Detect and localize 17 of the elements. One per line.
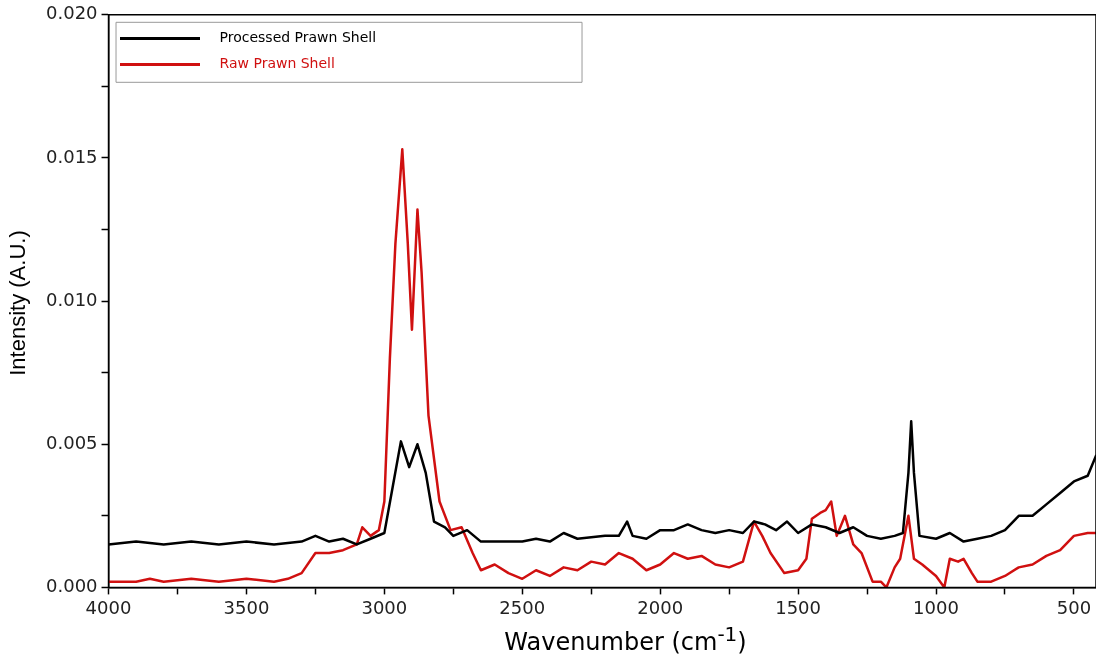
text: Raw Prawn Shell: [219, 55, 335, 72]
x-tick-label: 2500: [499, 596, 546, 618]
text: Processed Prawn Shell: [219, 29, 377, 46]
x-tick-label: 1500: [775, 596, 822, 618]
y-tick-label: 0.000: [46, 575, 98, 597]
x-tick-label: 2000: [637, 596, 684, 618]
y-tick-label: 0.005: [46, 431, 98, 453]
y-axis-title: Intensity (A.U.): [5, 229, 31, 378]
x-tick-label: 3500: [223, 596, 270, 618]
x-tick-label: 3000: [361, 596, 408, 618]
x-tick-label: 500: [1056, 596, 1092, 618]
y-tick-label: 0.015: [46, 145, 98, 167]
y-tick-label: 0.020: [46, 2, 98, 24]
x-axis-title: Wavenumber (cm$^{-1}$): [503, 622, 748, 656]
x-tick-label: 4000: [85, 596, 132, 618]
x-tick-label: 1000: [913, 596, 959, 618]
y-tick-label: 0.010: [46, 288, 98, 310]
